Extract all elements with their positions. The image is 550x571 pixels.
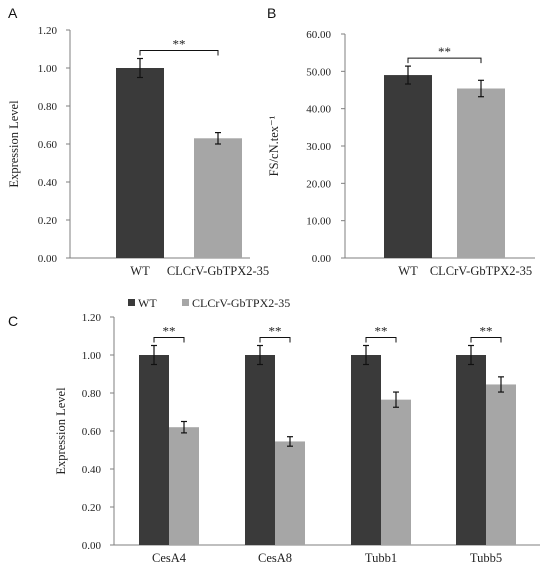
x-tick-label: CLCrV-GbTPX2-35: [430, 264, 532, 278]
x-tick-label: CesA4: [152, 551, 187, 565]
bar-tubb5-wt: [456, 355, 486, 545]
y-tick-label: 0.60: [82, 426, 102, 438]
y-tick-label: 1.00: [38, 63, 58, 75]
legend-swatch-wt: [128, 299, 135, 306]
significance-label: **: [163, 324, 176, 339]
y-tick-label: 30.00: [306, 141, 331, 153]
y-axis-label: FS/cN.tex⁻¹: [267, 115, 281, 176]
x-tick-label: Tubb1: [365, 551, 397, 565]
y-tick-label: 0.00: [82, 540, 102, 552]
significance-bracket: [139, 50, 219, 56]
y-tick-label: 0.60: [38, 139, 58, 151]
y-tick-label: 0.40: [38, 177, 58, 189]
panel-label: A: [8, 5, 18, 21]
bar-wt: [116, 68, 164, 258]
y-tick-label: 50.00: [306, 66, 331, 78]
significance-bracket: [259, 337, 291, 343]
x-tick-label: CLCrV-GbTPX2-35: [167, 264, 269, 278]
significance-label: **: [375, 324, 388, 339]
significance-label: **: [438, 44, 451, 59]
bar-cesa8-wt: [245, 355, 275, 545]
significance-bracket: [365, 337, 397, 343]
y-tick-label: 0.80: [82, 388, 102, 400]
bar-cesa4-wt: [139, 355, 169, 545]
y-tick-label: 0.00: [312, 253, 332, 265]
significance-bracket: [407, 57, 482, 64]
bar-tubb1-treated: [381, 399, 411, 545]
legend-swatch-treated: [182, 299, 189, 306]
y-tick-label: 0.00: [38, 253, 58, 265]
bar-cesa8-treated: [275, 441, 305, 545]
y-tick-label: 0.20: [38, 215, 58, 227]
legend-label-treated: CLCrV-GbTPX2-35: [192, 296, 290, 310]
y-tick-label: 40.00: [306, 104, 331, 116]
y-tick-label: 0.40: [82, 464, 102, 476]
significance-bracket: [470, 337, 502, 343]
legend-label-wt: WT: [138, 296, 157, 310]
significance-label: **: [480, 324, 493, 339]
y-axis-label: Expression Level: [54, 387, 68, 475]
x-tick-label: CesA8: [258, 551, 292, 565]
significance-label: **: [269, 324, 282, 339]
y-tick-label: 1.00: [82, 350, 102, 362]
y-tick-label: 20.00: [306, 178, 331, 190]
y-tick-label: 1.20: [38, 25, 58, 37]
bar-wt: [384, 75, 432, 258]
panel-label: C: [8, 313, 18, 329]
y-tick-label: 0.20: [82, 502, 102, 514]
x-tick-label: Tubb5: [470, 551, 502, 565]
bar-cesa4-treated: [169, 427, 199, 545]
bar-tubb5-treated: [486, 384, 516, 545]
y-tick-label: 1.20: [82, 312, 102, 324]
bar-clcrv-gbtpx2-35: [194, 138, 242, 258]
panel-label: B: [267, 5, 276, 21]
bar-tubb1-wt: [351, 355, 381, 545]
x-tick-label: WT: [398, 264, 418, 278]
significance-bracket: [153, 337, 185, 343]
y-tick-label: 0.80: [38, 101, 58, 113]
bar-clcrv-gbtpx2-35: [457, 88, 505, 258]
significance-label: **: [173, 37, 186, 52]
x-tick-label: WT: [130, 264, 150, 278]
y-tick-label: 10.00: [306, 216, 331, 228]
y-axis-label: Expression Level: [7, 100, 21, 188]
y-tick-label: 60.00: [306, 29, 331, 41]
